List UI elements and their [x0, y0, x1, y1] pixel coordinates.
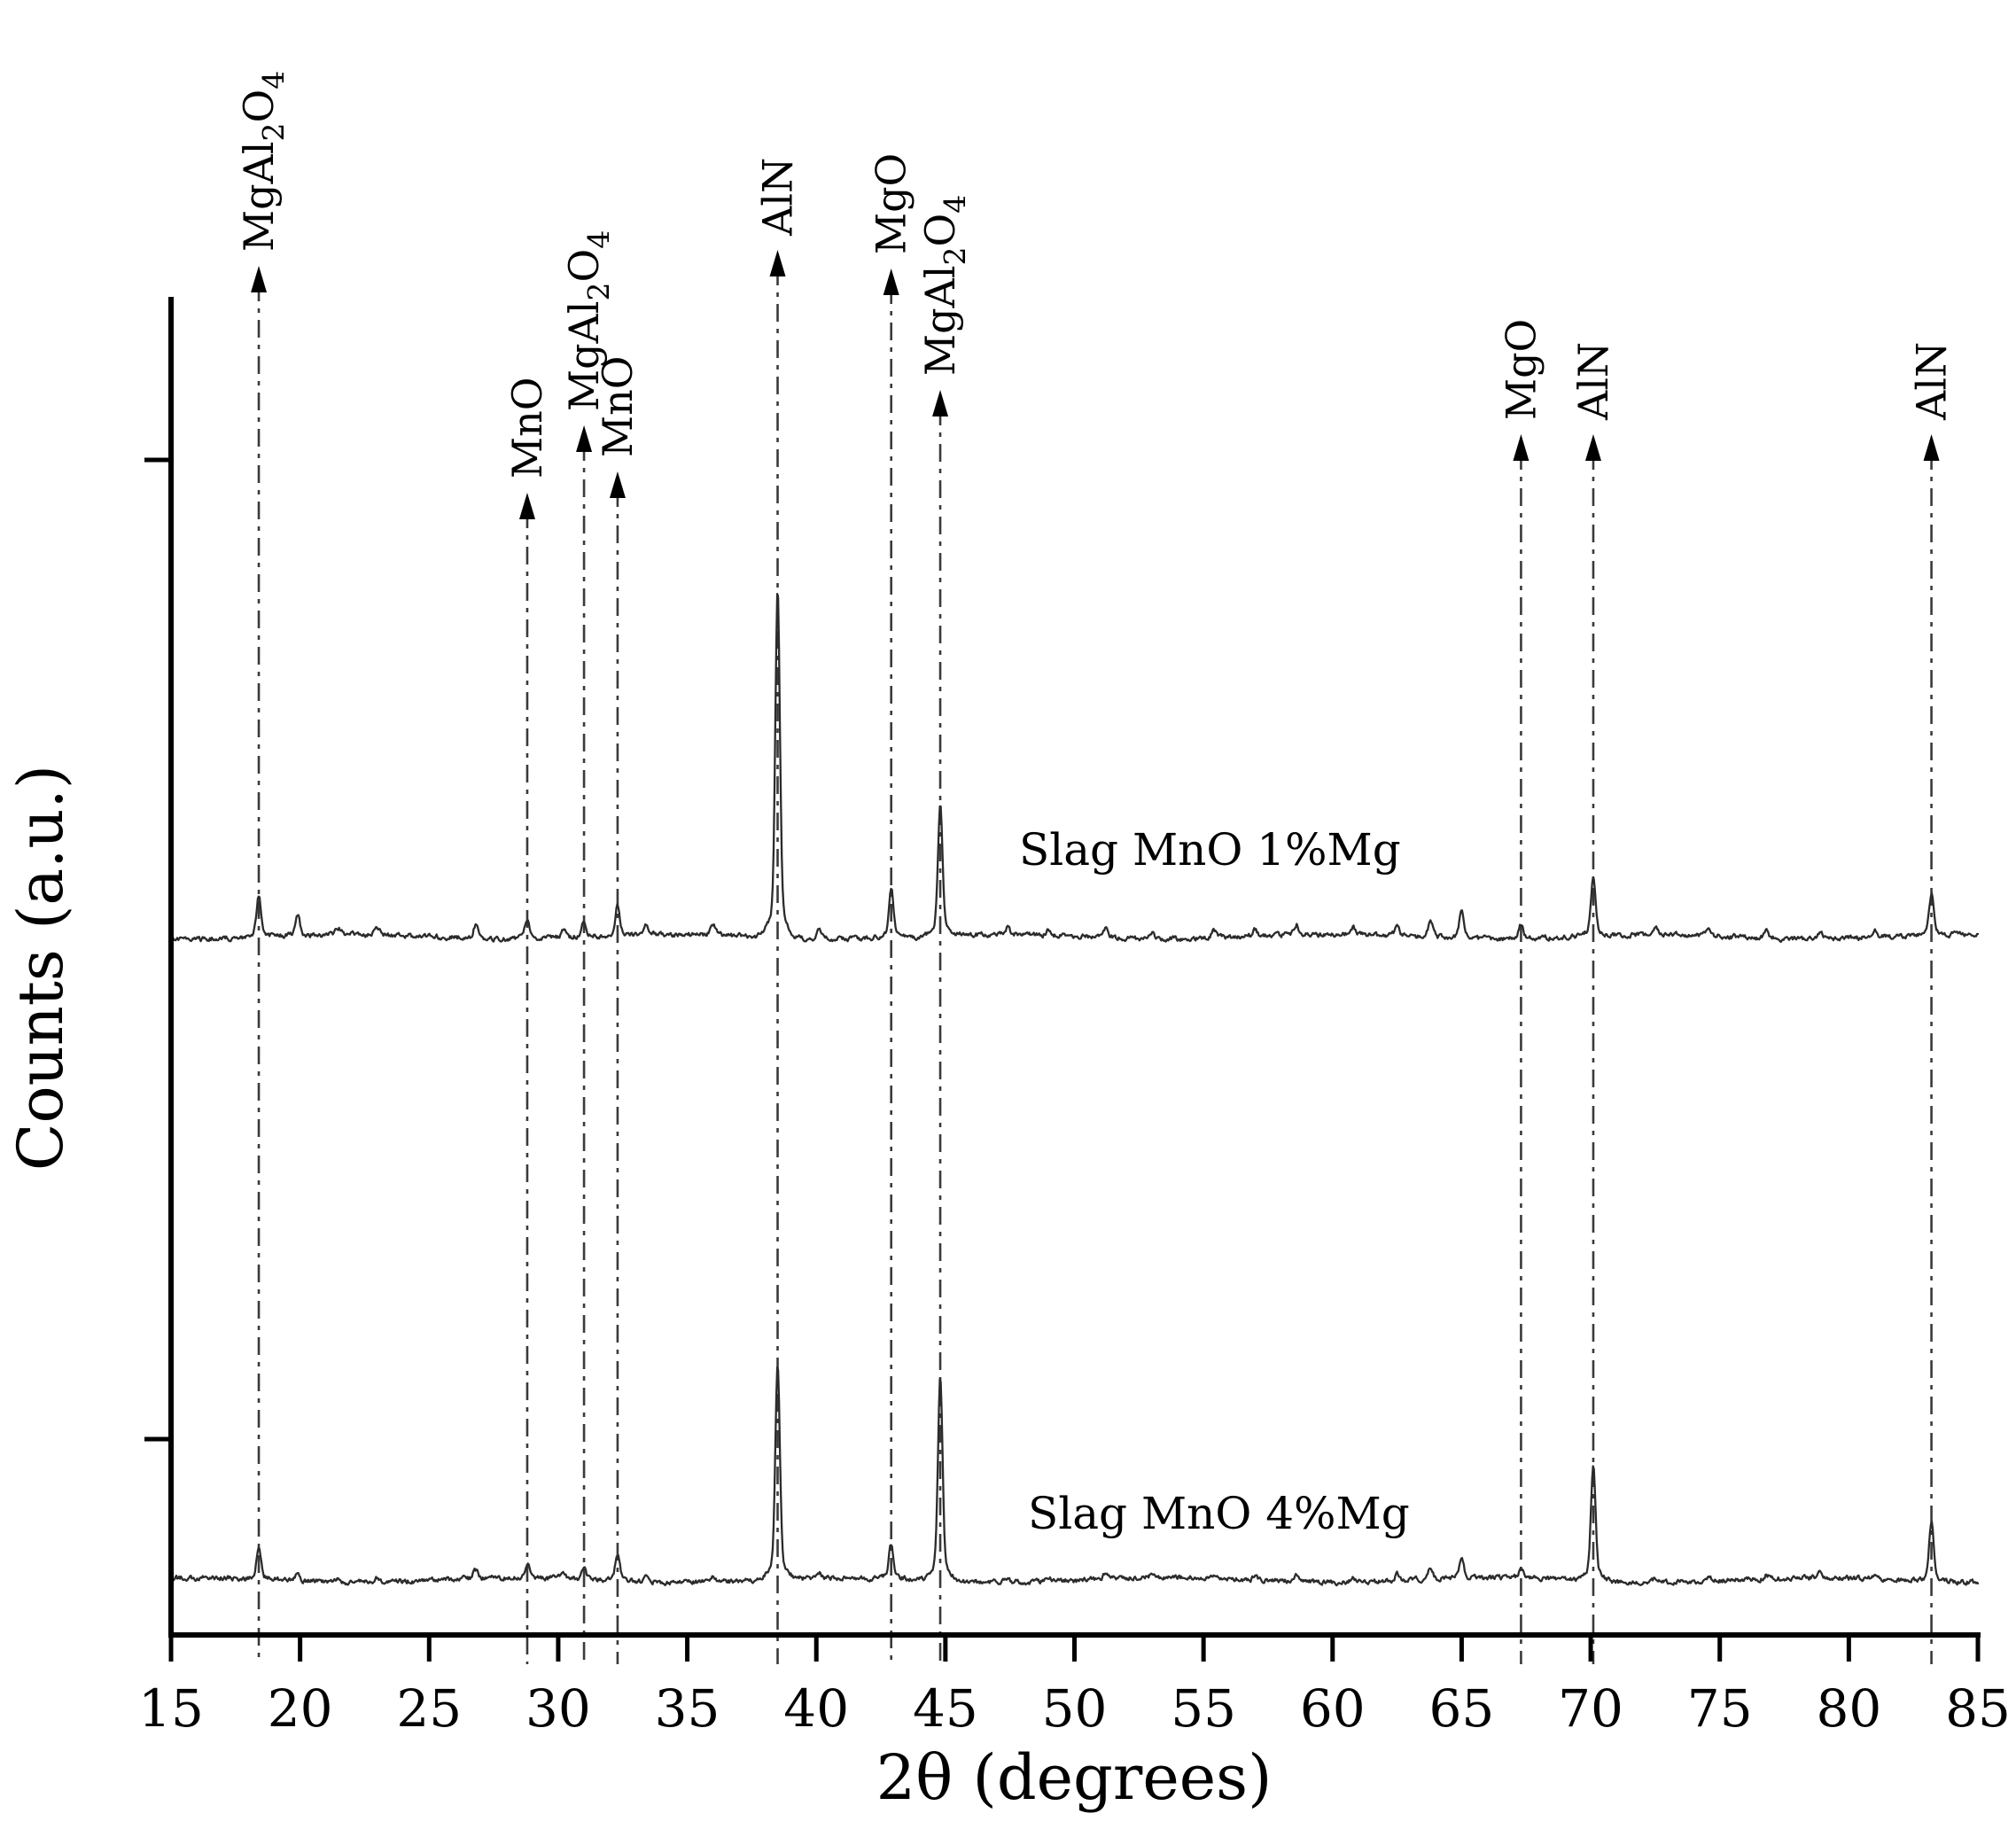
x-tick-label: 65 — [1429, 1678, 1495, 1739]
axis-layer: 15 20 25 30 35 40 45 50 55 60 65 70 75 80 85 — [138, 297, 2011, 1739]
peak-marker-label: MnO — [503, 378, 551, 479]
peak-marker-label: MgO — [1497, 319, 1545, 420]
y-axis-title: Counts (a.u.) — [4, 765, 77, 1171]
trace-2 — [169, 1366, 1980, 1587]
x-tick-label: 15 — [138, 1678, 204, 1739]
peak-marker-label: AlN — [1569, 342, 1617, 421]
peak-arrow-icon — [1584, 434, 1601, 461]
peak-marker-label: MnO — [594, 356, 642, 457]
x-tick-label: 40 — [783, 1678, 849, 1739]
trace-1 — [169, 592, 1980, 944]
peak-marker-label: MgAl2O4 — [916, 195, 972, 376]
trace-layer — [169, 592, 1980, 1587]
peak-arrow-icon — [576, 425, 593, 452]
peak-arrow-icon — [769, 250, 786, 276]
x-tick-label: 30 — [525, 1678, 591, 1739]
x-axis-title: 2θ (degrees) — [876, 1741, 1273, 1814]
x-tick-label: 45 — [913, 1678, 978, 1739]
peak-arrow-icon — [883, 269, 899, 295]
peak-marker-label: MgAl2O4 — [560, 230, 616, 411]
x-tick-label: 85 — [1945, 1678, 2011, 1739]
x-tick-label: 35 — [655, 1678, 720, 1739]
peak-marker-label: MgO — [868, 153, 915, 254]
x-tick-label: 20 — [268, 1678, 333, 1739]
x-tick-label: 25 — [396, 1678, 462, 1739]
x-tick-label: 60 — [1300, 1678, 1366, 1739]
peak-arrow-icon — [1923, 434, 1940, 461]
peak-marker-label: AlN — [754, 158, 802, 237]
x-tick-label: 50 — [1042, 1678, 1108, 1739]
x-tick-label: 55 — [1171, 1678, 1236, 1739]
peak-arrow-icon — [518, 493, 535, 519]
x-tick-label: 80 — [1816, 1678, 1881, 1739]
peak-marker-label: AlN — [1908, 342, 1956, 421]
series-label-slag-mno-4mg: Slag MnO 4%Mg — [1028, 1488, 1410, 1539]
peak-arrow-icon — [609, 471, 626, 498]
x-tick-label: 70 — [1558, 1678, 1623, 1739]
series-label-slag-mno-1mg: Slag MnO 1%Mg — [1019, 824, 1401, 876]
peak-arrow-icon — [932, 390, 949, 416]
peak-arrow-icon — [251, 266, 268, 292]
peak-marker-label: MgAl2O4 — [235, 71, 291, 252]
peak-arrow-icon — [1513, 434, 1530, 461]
x-tick-label: 75 — [1687, 1678, 1753, 1739]
